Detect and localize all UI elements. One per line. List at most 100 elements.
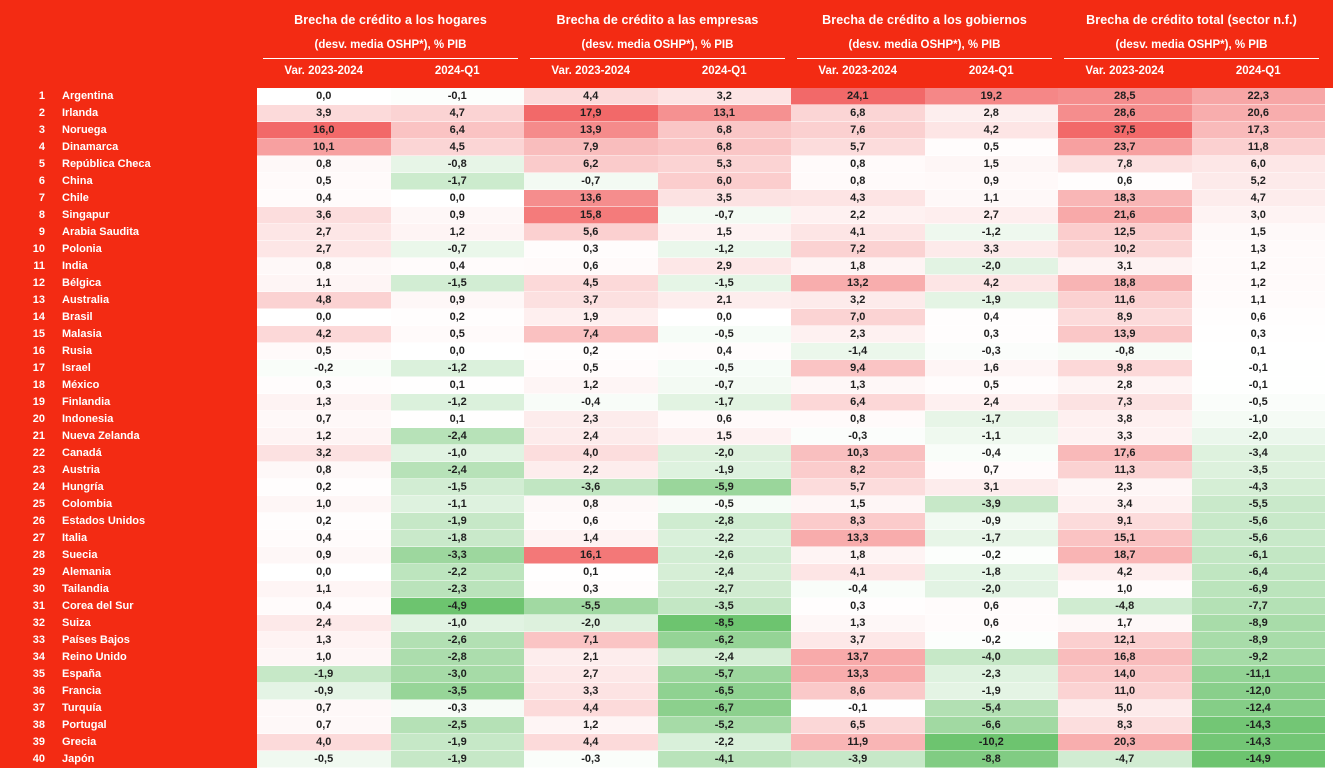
value-cell: 5,0: [1058, 700, 1192, 717]
country-label: Chile: [62, 192, 89, 204]
value-cell: 0,8: [257, 462, 391, 479]
column-header: 2024-Q1: [968, 65, 1014, 77]
country-label: India: [62, 260, 88, 272]
table-row: 2 Irlanda 3,9 4,7 17,9 13,1 6,8 2,8 28,6 20,6: [0, 105, 1325, 122]
value-cell: 0,4: [924, 309, 1058, 326]
value-cell: 28,5: [1058, 88, 1192, 105]
value-cell: -5,2: [657, 717, 791, 734]
rank-cell: 26: [32, 515, 45, 527]
value-cell: 1,4: [524, 530, 658, 547]
value-cell: 11,3: [1058, 462, 1192, 479]
header-underline: [263, 58, 518, 59]
value-cell: -0,3: [924, 343, 1058, 360]
country-label: Alemania: [62, 566, 111, 578]
value-cell: -5,6: [1191, 530, 1325, 547]
table-row: 11 India 0,8 0,4 0,6 2,9 1,8 -2,0 3,1 1,2: [0, 258, 1325, 275]
country-label: Hungría: [62, 481, 104, 493]
rank-cell: 2: [38, 107, 45, 119]
value-cell: 3,2: [657, 88, 791, 105]
value-cell: -2,4: [390, 462, 524, 479]
value-cell: 2,9: [657, 258, 791, 275]
value-cell: -0,4: [524, 394, 658, 411]
column-header: Var. 2023-2024: [1085, 65, 1165, 77]
value-cell: 1,5: [1191, 224, 1325, 241]
country-label: Colombia: [62, 498, 113, 510]
value-cell: -0,4: [791, 581, 925, 598]
country-label: Corea del Sur: [62, 600, 134, 612]
value-cell: 3,3: [924, 241, 1058, 258]
value-cell: -0,7: [657, 207, 791, 224]
value-cell: -8,5: [657, 615, 791, 632]
value-cell: 21,6: [1058, 207, 1192, 224]
value-cell: 0,9: [257, 547, 391, 564]
value-cell: 0,5: [924, 377, 1058, 394]
value-cell: -2,3: [924, 666, 1058, 683]
value-cell: -11,1: [1191, 666, 1325, 683]
rank-cell: 18: [32, 379, 45, 391]
value-cell: 11,9: [791, 734, 925, 751]
table-row: 28 Suecia 0,9 -3,3 16,1 -2,6 1,8 -0,2 18,7 -6,1: [0, 547, 1325, 564]
value-cell: 2,3: [524, 411, 658, 428]
value-cell: -1,9: [390, 734, 524, 751]
value-cell: 13,9: [524, 122, 658, 139]
rank-cell: 38: [32, 719, 45, 731]
value-cell: -1,7: [924, 530, 1058, 547]
value-cell: -6,2: [657, 632, 791, 649]
value-cell: -0,5: [257, 751, 391, 768]
value-cell: 0,8: [257, 156, 391, 173]
value-cell: 1,2: [390, 224, 524, 241]
value-cell: -2,2: [390, 564, 524, 581]
value-cell: 6,8: [657, 139, 791, 156]
value-cell: 2,2: [791, 207, 925, 224]
group-subtitle: (desv. media OSHP*), % PIB: [314, 39, 467, 51]
rank-cell: 14: [32, 311, 45, 323]
country-label: Turquía: [62, 702, 102, 714]
value-cell: -0,5: [657, 326, 791, 343]
country-panel: [0, 88, 257, 768]
value-cell: 7,6: [791, 122, 925, 139]
value-cell: 0,3: [524, 241, 658, 258]
table-row: 40 Japón -0,5 -1,9 -0,3 -4,1 -3,9 -8,8 -4,7 -14,9: [0, 751, 1325, 768]
rank-cell: 33: [32, 634, 45, 646]
value-cell: -0,2: [924, 547, 1058, 564]
value-cell: -0,7: [524, 173, 658, 190]
country-label: Francia: [62, 685, 102, 697]
value-cell: 1,3: [791, 615, 925, 632]
value-cell: 0,8: [791, 173, 925, 190]
rank-cell: 21: [32, 430, 45, 442]
country-label: Malasia: [62, 328, 102, 340]
value-cell: -2,8: [390, 649, 524, 666]
group-header-hogares: Brecha de crédito a los hogares (desv. m…: [257, 0, 524, 88]
value-cell: -2,6: [657, 547, 791, 564]
value-cell: -2,0: [924, 581, 1058, 598]
value-cell: -1,9: [257, 666, 391, 683]
value-cell: -3,5: [390, 683, 524, 700]
value-cell: 6,0: [657, 173, 791, 190]
value-cell: -9,2: [1191, 649, 1325, 666]
rank-cell: 29: [32, 566, 45, 578]
rank-cell: 4: [38, 141, 45, 153]
value-cell: -6,1: [1191, 547, 1325, 564]
value-cell: 3,0: [1191, 207, 1325, 224]
group-title: Brecha de crédito a las empresas: [556, 13, 759, 27]
rank-cell: 23: [32, 464, 45, 476]
value-cell: -1,4: [791, 343, 925, 360]
value-cell: 2,4: [257, 615, 391, 632]
column-header: 2024-Q1: [1235, 65, 1281, 77]
value-cell: 3,8: [1058, 411, 1192, 428]
value-cell: 4,7: [1191, 190, 1325, 207]
value-cell: -0,1: [791, 700, 925, 717]
value-cell: 17,9: [524, 105, 658, 122]
table-row: 6 China 0,5 -1,7 -0,7 6,0 0,8 0,9 0,6 5,2: [0, 173, 1325, 190]
value-cell: 0,4: [390, 258, 524, 275]
rank-cell: 32: [32, 617, 45, 629]
value-cell: -1,1: [924, 428, 1058, 445]
value-cell: 1,3: [791, 377, 925, 394]
value-cell: 2,7: [257, 224, 391, 241]
value-cell: 5,6: [524, 224, 658, 241]
value-cell: -3,9: [924, 496, 1058, 513]
value-cell: 18,8: [1058, 275, 1192, 292]
value-cell: 13,3: [791, 530, 925, 547]
value-cell: 3,7: [791, 632, 925, 649]
table-row: 36 Francia -0,9 -3,5 3,3 -6,5 8,6 -1,9 11,0 -12,0: [0, 683, 1325, 700]
